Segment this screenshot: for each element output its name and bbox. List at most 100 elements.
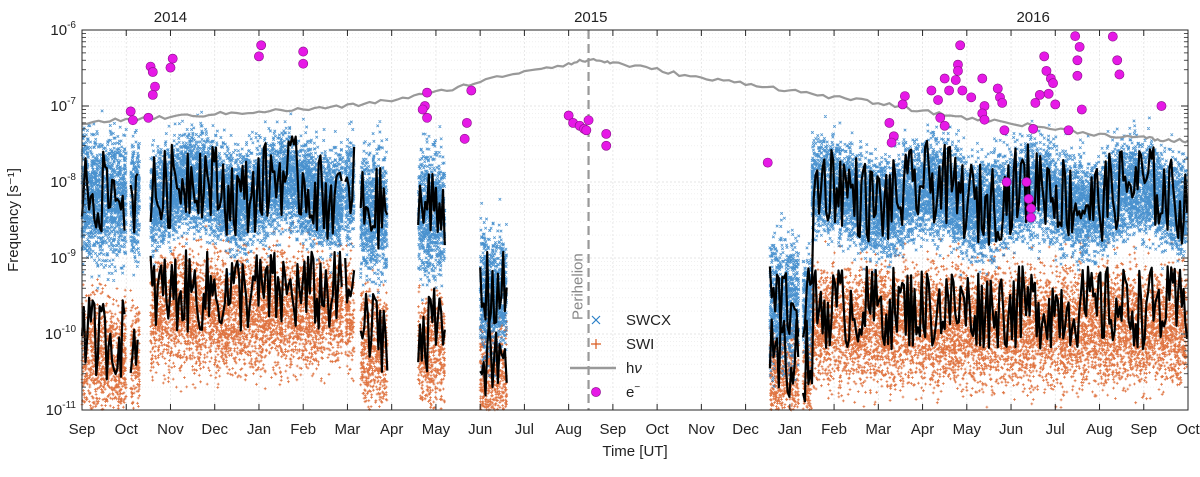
perihelion-marker: Perihelion bbox=[570, 30, 590, 410]
x-tick-label: Jan bbox=[247, 421, 271, 438]
electron-point bbox=[254, 51, 264, 62]
swi-smoothed-line bbox=[768, 318, 800, 398]
legend-swi-label: SWI bbox=[626, 336, 654, 353]
electron-point bbox=[417, 104, 428, 115]
electron-point bbox=[1076, 104, 1087, 115]
electron-point bbox=[1156, 101, 1167, 111]
electron-point bbox=[1074, 41, 1085, 52]
y-tick-label: 10-10 bbox=[45, 324, 77, 343]
x-tick-label: May bbox=[953, 421, 982, 438]
legend: SWCX SWI hν e− bbox=[570, 312, 671, 401]
swi-smoothed-line bbox=[344, 257, 356, 304]
x-tick-label: Sep bbox=[1130, 421, 1157, 438]
x-tick-label: May bbox=[422, 421, 451, 438]
electron-point bbox=[899, 91, 910, 101]
x-tick-label: Oct bbox=[645, 421, 669, 438]
electron-point bbox=[165, 62, 176, 73]
electron-point bbox=[1021, 177, 1032, 187]
electron-point bbox=[979, 114, 990, 125]
legend-electron-label: e− bbox=[626, 382, 640, 401]
swcx-smoothed-line bbox=[344, 146, 356, 215]
swcx-smoothed-line bbox=[149, 135, 343, 240]
electron-point bbox=[563, 110, 574, 121]
x-tick-label: Feb bbox=[290, 421, 316, 438]
y-tick-label: 10-11 bbox=[46, 400, 77, 419]
swi-smoothed-line bbox=[802, 265, 1189, 403]
y-tick-label: 10-7 bbox=[50, 96, 76, 115]
electron-point bbox=[999, 125, 1010, 136]
electron-point bbox=[1043, 88, 1054, 99]
electron-point bbox=[933, 95, 943, 105]
x-tick-label: Aug bbox=[1086, 421, 1113, 438]
x-tick-label: Apr bbox=[380, 421, 403, 438]
x-tick-label: Oct bbox=[1176, 421, 1200, 438]
swi-smoothed-line bbox=[80, 296, 126, 381]
x-tick-label: Jan bbox=[778, 421, 802, 438]
x-tick-label: Oct bbox=[115, 421, 139, 438]
electron-point bbox=[966, 92, 977, 103]
electron-points bbox=[125, 31, 1167, 223]
electron-point bbox=[897, 99, 908, 110]
x-tick-label: Dec bbox=[732, 421, 759, 438]
electron-point bbox=[422, 112, 432, 123]
electron-point bbox=[957, 85, 968, 96]
swcx-smoothed-line bbox=[417, 173, 446, 246]
electron-point bbox=[422, 87, 432, 98]
electron-point bbox=[1070, 31, 1081, 42]
axis-titles: Time [UT] Frequency [s⁻¹] bbox=[5, 168, 668, 460]
x-tick-label: Jul bbox=[1046, 421, 1065, 438]
swi-smoothed-line bbox=[149, 249, 343, 333]
electron-point bbox=[1028, 123, 1039, 134]
x-tick-label: Sep bbox=[600, 421, 627, 438]
swcx-smoothed-line bbox=[802, 139, 1189, 338]
electron-point bbox=[935, 112, 946, 123]
electron-point bbox=[992, 83, 1003, 94]
swcx-smoothed-line bbox=[80, 150, 126, 233]
electron-point bbox=[939, 73, 950, 84]
electron-point bbox=[977, 73, 988, 84]
electron-point bbox=[1050, 99, 1061, 110]
electron-point bbox=[1072, 55, 1083, 66]
electron-point bbox=[1026, 212, 1036, 223]
electron-point bbox=[955, 40, 966, 51]
electron-point bbox=[127, 115, 138, 126]
electron-point bbox=[1026, 203, 1036, 214]
x-tick-label: Nov bbox=[157, 421, 184, 438]
electron-point bbox=[459, 133, 470, 144]
swcx-smoothed-line bbox=[768, 266, 800, 337]
electron-point bbox=[1112, 55, 1123, 66]
x-axis-title: Time [UT] bbox=[602, 443, 667, 460]
y-axis-title: Frequency [s⁻¹] bbox=[5, 168, 22, 272]
electron-point bbox=[1039, 51, 1050, 62]
x-tick-label: Dec bbox=[201, 421, 228, 438]
electron-point bbox=[1063, 125, 1074, 136]
x-tick-label: Jun bbox=[999, 421, 1023, 438]
swi-smoothed-line bbox=[417, 287, 446, 373]
electron-point bbox=[581, 125, 592, 136]
smoothed-black-lines bbox=[80, 135, 1189, 403]
electron-point bbox=[298, 58, 309, 69]
electron-point bbox=[150, 81, 160, 92]
swi-smoothed-line bbox=[359, 292, 389, 373]
electron-point bbox=[1023, 193, 1034, 204]
legend-swcx-label: SWCX bbox=[626, 312, 671, 329]
electron-point bbox=[147, 67, 158, 77]
electron-point bbox=[926, 85, 937, 96]
swi-smoothed-line bbox=[129, 328, 139, 374]
plot-frame bbox=[81, 29, 1189, 411]
electron-point bbox=[147, 89, 158, 100]
electron-point bbox=[1030, 97, 1041, 108]
perihelion-label: Perihelion bbox=[570, 253, 587, 320]
electron-point bbox=[997, 97, 1008, 108]
electron-point bbox=[601, 140, 612, 151]
year-label: 2014 bbox=[154, 9, 187, 26]
electron-point bbox=[1048, 78, 1058, 89]
electron-point bbox=[461, 117, 472, 128]
swi-smoothed-line bbox=[479, 319, 508, 397]
tick-labels: Sep Oct Nov Dec Jan Feb Mar Apr May Jun Jul Aug Sep O… bbox=[45, 9, 1200, 438]
electron-point bbox=[1041, 65, 1052, 76]
legend-hnu-label: hν bbox=[626, 360, 642, 377]
electron-point bbox=[1107, 31, 1118, 42]
